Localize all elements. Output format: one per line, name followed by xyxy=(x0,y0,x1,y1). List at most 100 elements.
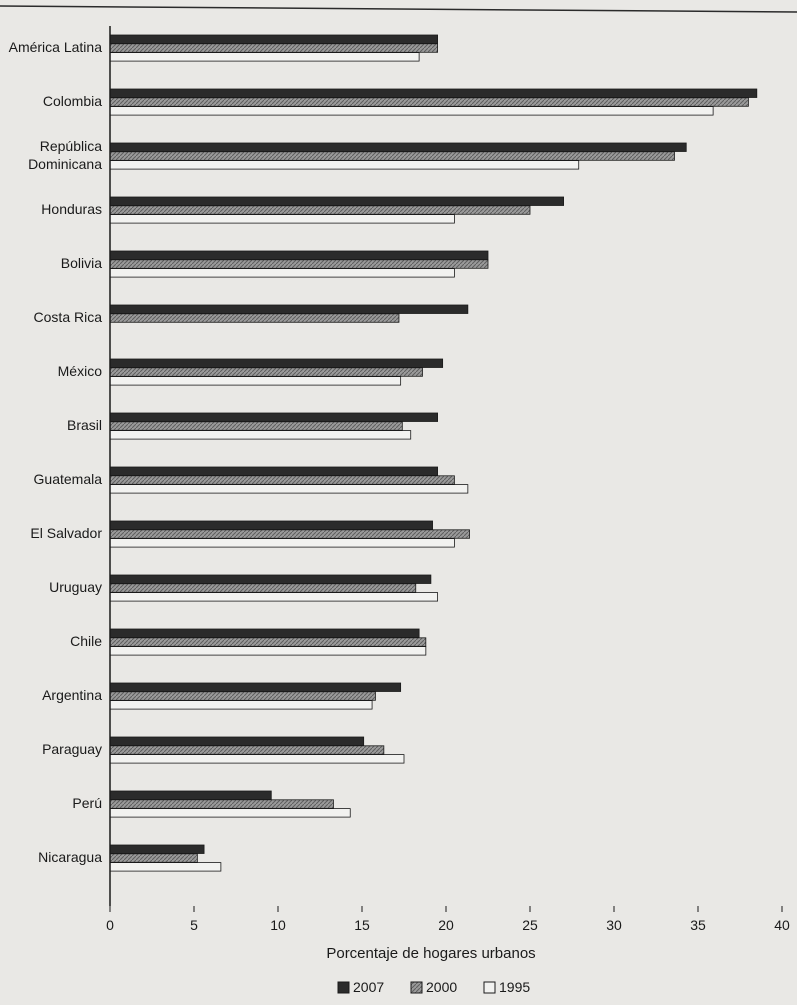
bar-2007 xyxy=(110,467,438,476)
legend-swatch-2000 xyxy=(411,982,422,993)
bar-2000 xyxy=(110,422,402,431)
bar-2007 xyxy=(110,737,364,746)
category-label-line: México xyxy=(58,363,103,379)
bar-2000 xyxy=(110,746,384,755)
category-label-line: Perú xyxy=(72,795,102,811)
legend-swatch-2007 xyxy=(338,982,349,993)
bar-1995 xyxy=(110,593,438,602)
bar-2007 xyxy=(110,89,757,98)
category-label: Brasil xyxy=(67,417,102,433)
bar-1995 xyxy=(110,161,579,170)
category-label: Argentina xyxy=(42,687,102,703)
x-tick-label: 40 xyxy=(774,917,790,933)
bar-2007 xyxy=(110,845,204,854)
bars-group xyxy=(110,35,757,871)
category-label-line: Costa Rica xyxy=(34,309,103,325)
bar-1995 xyxy=(110,107,713,116)
x-tick-label: 10 xyxy=(270,917,286,933)
bar-2000 xyxy=(110,152,674,161)
legend-label-2007: 2007 xyxy=(353,979,384,995)
bar-2000 xyxy=(110,638,426,647)
bar-2000 xyxy=(110,314,399,323)
category-labels: América Latina Colombia República Dominican… xyxy=(9,39,103,865)
bar-2007 xyxy=(110,305,468,314)
category-label: República Dominicana xyxy=(28,138,102,172)
bar-2000 xyxy=(110,854,197,863)
bar-2000 xyxy=(110,44,438,53)
legend-label-2000: 2000 xyxy=(426,979,457,995)
category-label: México xyxy=(58,363,103,379)
bar-1995 xyxy=(110,647,426,656)
bar-1995 xyxy=(110,431,411,440)
top-rule xyxy=(0,6,797,12)
bar-2007 xyxy=(110,791,271,800)
bar-2000 xyxy=(110,530,470,539)
bar-2007 xyxy=(110,143,686,152)
bar-1995 xyxy=(110,539,454,548)
bar-2000 xyxy=(110,584,416,593)
category-label: Uruguay xyxy=(49,579,102,595)
bar-2007 xyxy=(110,359,443,368)
category-label-line: Uruguay xyxy=(49,579,102,595)
category-label-line: Dominicana xyxy=(28,156,102,172)
bar-1995 xyxy=(110,809,350,818)
bar-1995 xyxy=(110,215,454,224)
category-label: El Salvador xyxy=(30,525,102,541)
legend-label-1995: 1995 xyxy=(499,979,530,995)
bar-2007 xyxy=(110,197,564,206)
legend-swatch-1995 xyxy=(484,982,495,993)
bar-2007 xyxy=(110,575,431,584)
x-tick-label: 25 xyxy=(522,917,538,933)
x-tick-label: 15 xyxy=(354,917,370,933)
bar-2007 xyxy=(110,629,419,638)
legend: 2007 2000 1995 xyxy=(338,979,530,995)
x-axis-ticks: 0 5 10 15 20 25 30 35 40 xyxy=(106,906,790,933)
bar-2000 xyxy=(110,800,333,809)
category-label: Colombia xyxy=(43,93,102,109)
bar-2000 xyxy=(110,476,454,485)
bar-2000 xyxy=(110,260,488,269)
bar-2007 xyxy=(110,683,401,692)
category-label: América Latina xyxy=(9,39,103,55)
bar-2007 xyxy=(110,35,438,44)
category-label: Guatemala xyxy=(34,471,103,487)
category-label-line: Nicaragua xyxy=(38,849,102,865)
category-label-line: Brasil xyxy=(67,417,102,433)
bar-2000 xyxy=(110,692,375,701)
category-label-line: Bolivia xyxy=(61,255,102,271)
category-label: Nicaragua xyxy=(38,849,102,865)
category-label-line: Honduras xyxy=(41,201,102,217)
bar-2000 xyxy=(110,98,748,107)
category-label-line: Guatemala xyxy=(34,471,103,487)
bar-2000 xyxy=(110,368,422,377)
bar-2007 xyxy=(110,413,438,422)
category-label-line: Argentina xyxy=(42,687,102,703)
category-label: Costa Rica xyxy=(34,309,103,325)
category-label: Chile xyxy=(70,633,102,649)
category-label: Honduras xyxy=(41,201,102,217)
x-tick-label: 0 xyxy=(106,917,114,933)
x-tick-label: 35 xyxy=(690,917,706,933)
bar-1995 xyxy=(110,269,454,278)
category-label-line: Paraguay xyxy=(42,741,102,757)
bar-1995 xyxy=(110,377,401,386)
bar-2000 xyxy=(110,206,530,215)
bar-1995 xyxy=(110,53,419,62)
category-label-line: El Salvador xyxy=(30,525,102,541)
bar-1995 xyxy=(110,701,372,710)
category-label-line: Colombia xyxy=(43,93,102,109)
category-label: Bolivia xyxy=(61,255,102,271)
x-tick-label: 20 xyxy=(438,917,454,933)
category-label-line: Chile xyxy=(70,633,102,649)
x-axis-title: Porcentaje de hogares urbanos xyxy=(326,945,535,962)
x-tick-label: 30 xyxy=(606,917,622,933)
category-label: Perú xyxy=(72,795,102,811)
x-tick-label: 5 xyxy=(190,917,198,933)
bar-2007 xyxy=(110,521,433,530)
category-label: Paraguay xyxy=(42,741,102,757)
bar-1995 xyxy=(110,485,468,494)
bar-1995 xyxy=(110,755,404,764)
category-label-line: América Latina xyxy=(9,39,103,55)
bar-2007 xyxy=(110,251,488,260)
